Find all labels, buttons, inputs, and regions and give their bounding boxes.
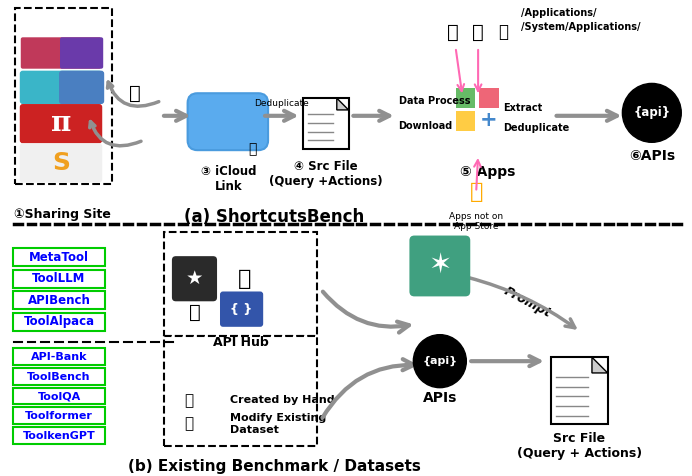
Text: (b) Existing Benchmark / Datasets: (b) Existing Benchmark / Datasets bbox=[127, 459, 421, 474]
FancyBboxPatch shape bbox=[20, 143, 102, 182]
Text: Deduplicate: Deduplicate bbox=[502, 123, 569, 133]
Text: ToolLLM: ToolLLM bbox=[33, 272, 86, 285]
FancyBboxPatch shape bbox=[21, 37, 101, 69]
FancyBboxPatch shape bbox=[13, 407, 105, 424]
Text: Modify Existing
Dataset: Modify Existing Dataset bbox=[230, 413, 326, 435]
Text: 🤚: 🤚 bbox=[184, 393, 193, 408]
Text: ⑤ Apps: ⑤ Apps bbox=[460, 165, 516, 179]
FancyBboxPatch shape bbox=[13, 248, 105, 266]
Text: APIs: APIs bbox=[423, 391, 457, 405]
FancyBboxPatch shape bbox=[13, 291, 105, 309]
Text: 📱: 📱 bbox=[472, 23, 484, 42]
Text: Toolformer: Toolformer bbox=[25, 411, 93, 421]
FancyBboxPatch shape bbox=[220, 291, 263, 327]
Text: 🦋: 🦋 bbox=[469, 182, 483, 202]
Text: ToolBench: ToolBench bbox=[27, 372, 91, 382]
Text: ★: ★ bbox=[185, 269, 203, 288]
Text: Deduplicate: Deduplicate bbox=[255, 99, 309, 108]
Text: +: + bbox=[480, 110, 498, 130]
FancyBboxPatch shape bbox=[455, 111, 475, 130]
Text: 🙈: 🙈 bbox=[189, 303, 201, 322]
FancyBboxPatch shape bbox=[20, 70, 102, 104]
Text: Created by Hand: Created by Hand bbox=[230, 396, 334, 406]
Polygon shape bbox=[337, 98, 349, 110]
FancyBboxPatch shape bbox=[13, 313, 105, 331]
FancyBboxPatch shape bbox=[59, 70, 104, 104]
FancyBboxPatch shape bbox=[13, 270, 105, 288]
Text: ⑥APIs: ⑥APIs bbox=[629, 149, 675, 163]
FancyBboxPatch shape bbox=[164, 232, 317, 336]
Text: 👻: 👻 bbox=[238, 269, 251, 289]
FancyBboxPatch shape bbox=[303, 98, 349, 149]
Text: 💿: 💿 bbox=[184, 416, 193, 431]
FancyBboxPatch shape bbox=[172, 256, 217, 301]
Text: π: π bbox=[51, 110, 71, 137]
FancyBboxPatch shape bbox=[455, 89, 475, 108]
FancyBboxPatch shape bbox=[551, 357, 608, 424]
Text: ✶: ✶ bbox=[428, 252, 451, 280]
Text: API-Bank: API-Bank bbox=[30, 352, 87, 362]
Text: Src File
(Query + Actions): Src File (Query + Actions) bbox=[517, 432, 641, 460]
Text: MetaTool: MetaTool bbox=[29, 251, 89, 264]
Text: Prompt: Prompt bbox=[502, 285, 553, 320]
FancyBboxPatch shape bbox=[13, 348, 105, 365]
Text: {api}: {api} bbox=[422, 356, 457, 367]
Text: ③ iCloud
Link: ③ iCloud Link bbox=[201, 165, 257, 193]
Circle shape bbox=[413, 335, 466, 387]
FancyBboxPatch shape bbox=[60, 37, 103, 69]
Text: S: S bbox=[52, 151, 70, 175]
Text: /Applications/: /Applications/ bbox=[521, 8, 597, 18]
FancyBboxPatch shape bbox=[410, 236, 471, 297]
Text: 🖥: 🖥 bbox=[499, 23, 509, 41]
Text: ④ Src File
(Query +Actions): ④ Src File (Query +Actions) bbox=[269, 160, 383, 188]
Text: 🕷: 🕷 bbox=[129, 84, 140, 103]
Text: /System/Applications/: /System/Applications/ bbox=[521, 22, 641, 32]
Text: ToolQA: ToolQA bbox=[37, 391, 81, 401]
Text: {api}: {api} bbox=[633, 106, 671, 119]
FancyBboxPatch shape bbox=[13, 368, 105, 385]
Text: ToolAlpaca: ToolAlpaca bbox=[24, 316, 95, 328]
Circle shape bbox=[622, 83, 681, 142]
FancyBboxPatch shape bbox=[164, 336, 317, 446]
Text: Download: Download bbox=[399, 120, 453, 130]
FancyBboxPatch shape bbox=[20, 104, 102, 143]
FancyBboxPatch shape bbox=[13, 387, 105, 404]
Text: APIBench: APIBench bbox=[28, 294, 91, 307]
Text: Data Process: Data Process bbox=[399, 96, 470, 106]
Text: { }: { } bbox=[230, 303, 253, 316]
Text: ①Sharing Site: ①Sharing Site bbox=[14, 208, 111, 221]
FancyBboxPatch shape bbox=[479, 89, 499, 108]
Text: API Hub: API Hub bbox=[212, 336, 268, 348]
Text: (a) ShortcutsBench: (a) ShortcutsBench bbox=[184, 208, 364, 226]
Polygon shape bbox=[592, 357, 608, 373]
Text: 🕷: 🕷 bbox=[248, 142, 257, 156]
Text: ToolkenGPT: ToolkenGPT bbox=[23, 431, 95, 441]
FancyBboxPatch shape bbox=[13, 427, 105, 444]
Text: Apps not on
App Store: Apps not on App Store bbox=[449, 212, 503, 231]
FancyBboxPatch shape bbox=[188, 93, 268, 150]
Text: Extract: Extract bbox=[502, 103, 542, 113]
Text: 💠: 💠 bbox=[447, 23, 459, 42]
